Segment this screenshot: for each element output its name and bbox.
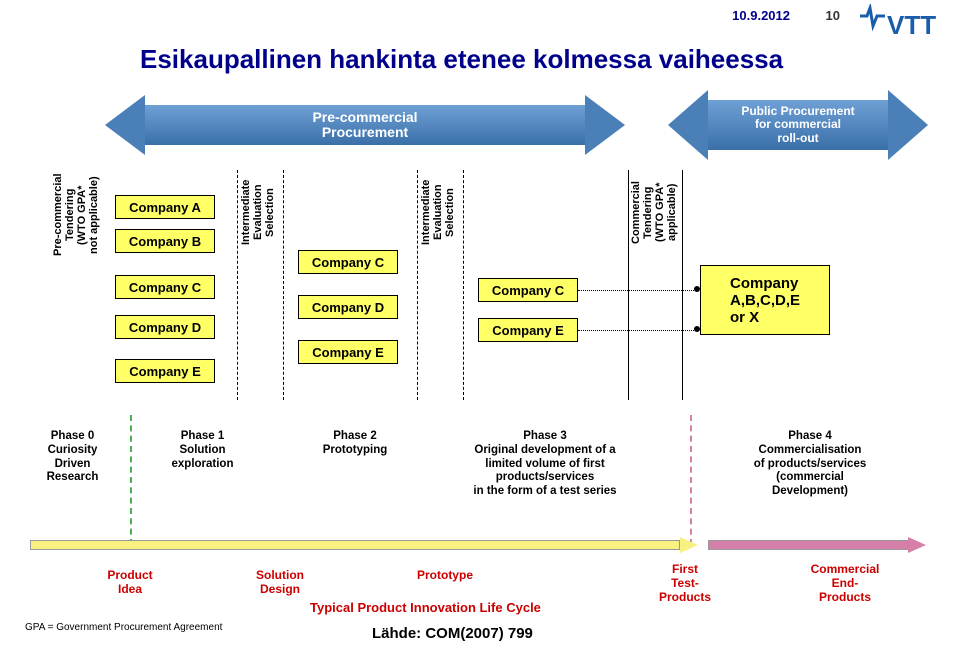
phase-0: Phase 0 Curiosity Driven Research bbox=[20, 430, 125, 485]
timeline-left bbox=[30, 540, 680, 550]
timeline-right-arrow bbox=[908, 537, 926, 553]
eval-dash-4 bbox=[463, 170, 464, 400]
pcp-pp-divider-2 bbox=[682, 170, 683, 400]
pcp-arrow-left-tip bbox=[105, 95, 145, 155]
company-box: Company D bbox=[115, 315, 215, 339]
company-box: Company D bbox=[298, 295, 398, 319]
lifecycle-item: Solution Design bbox=[235, 568, 325, 596]
phase-3: Phase 3 Original development of a limite… bbox=[445, 430, 645, 499]
header-date: 10.9.2012 bbox=[732, 8, 790, 23]
sel-dot bbox=[694, 286, 700, 292]
svg-text:VTT: VTT bbox=[887, 10, 936, 40]
eval-dash-2 bbox=[283, 170, 284, 400]
company-box: Company B bbox=[115, 229, 215, 253]
header-bar: 10.9.2012 10 VTT bbox=[0, 8, 960, 42]
eval-dash-1 bbox=[237, 170, 238, 400]
sel-line bbox=[578, 290, 696, 291]
pp-arrow-right-tip bbox=[888, 90, 928, 160]
lifecycle-item: Commercial End- Products bbox=[790, 562, 900, 604]
lifecycle-main-label: Typical Product Innovation Life Cycle bbox=[310, 600, 610, 615]
pcp-arrow-right-tip bbox=[585, 95, 625, 155]
timeline-right bbox=[708, 540, 908, 550]
sel-dot bbox=[694, 326, 700, 332]
pcp-arrow-body: Pre-commercial Procurement bbox=[145, 105, 585, 145]
vlabel-commercial: Commercial Tendering (WTO GPA* applicabl… bbox=[630, 170, 678, 255]
lifecycle-item: Prototype bbox=[400, 568, 490, 582]
pp-arrow-left-tip bbox=[668, 90, 708, 160]
vtt-logo: VTT bbox=[855, 4, 945, 49]
green-dash bbox=[130, 415, 132, 545]
gpa-footnote: GPA = Government Procurement Agreement bbox=[25, 622, 222, 633]
source-label: Lähde: COM(2007) 799 bbox=[372, 625, 533, 642]
company-box: Company A bbox=[115, 195, 215, 219]
pcp-pp-divider bbox=[628, 170, 629, 400]
company-box: Company E bbox=[115, 359, 215, 383]
page-title: Esikaupallinen hankinta etenee kolmessa … bbox=[140, 44, 783, 75]
timeline-left-arrow bbox=[680, 537, 698, 553]
company-box: Company C bbox=[115, 275, 215, 299]
sel-line bbox=[578, 330, 696, 331]
lifecycle-item: First Test- Products bbox=[640, 562, 730, 604]
page-number: 10 bbox=[826, 8, 840, 23]
company-box: Company E bbox=[298, 340, 398, 364]
lifecycle-item: Product Idea bbox=[85, 568, 175, 596]
phase-2: Phase 2 Prototyping bbox=[300, 430, 410, 458]
vlabel-pre-commercial: Pre-commercial Tendering (WTO GPA* not a… bbox=[52, 170, 100, 260]
pp-arrow-body: Public Procurement for commercial roll-o… bbox=[708, 100, 888, 150]
phase-1: Phase 1 Solution exploration bbox=[150, 430, 255, 471]
vlabel-eval-2: Intermediate Evaluation Selection bbox=[420, 170, 456, 255]
company-box: Company C bbox=[298, 250, 398, 274]
phase-4: Phase 4 Commercialisation of products/se… bbox=[720, 430, 900, 499]
vlabel-eval-1: Intermediate Evaluation Selection bbox=[240, 170, 276, 255]
eval-dash-3 bbox=[417, 170, 418, 400]
company-box: Company E bbox=[478, 318, 578, 342]
pink-dash bbox=[690, 415, 692, 545]
winner-box: Company A,B,C,D,E or X bbox=[700, 265, 830, 335]
company-box: Company C bbox=[478, 278, 578, 302]
